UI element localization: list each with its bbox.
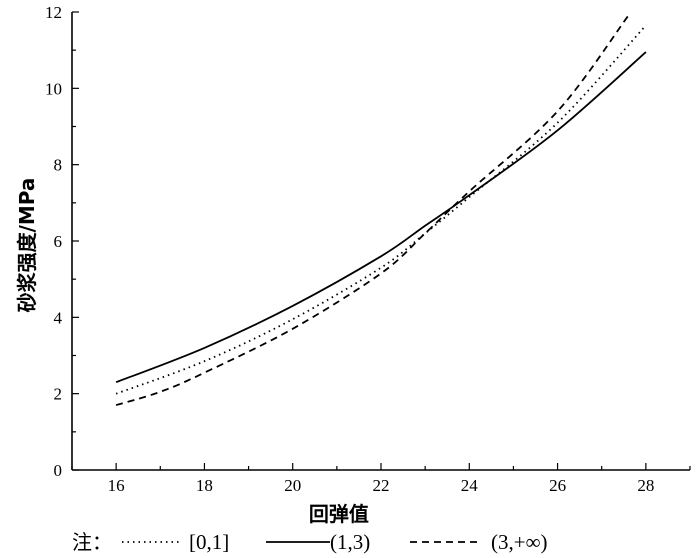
x-tick-label: 18 <box>196 476 213 495</box>
y-tick-label: 8 <box>54 156 63 175</box>
x-tick-label: 28 <box>637 476 654 495</box>
series-line-solid <box>115 51 647 384</box>
legend-note: 注： <box>72 530 112 554</box>
x-axis-title: 回弹值 <box>309 502 369 526</box>
legend: 注： [0,1] (1,3) (3,+∞) <box>72 530 548 554</box>
y-axis-title: 砂浆强度/MPa <box>15 178 39 313</box>
legend-label: (3,+∞) <box>491 530 548 554</box>
axes <box>71 12 690 471</box>
legend-label: (1,3) <box>330 530 370 554</box>
y-tick-label: 12 <box>45 3 62 22</box>
x-tick-label: 20 <box>284 476 301 495</box>
x-tick-label: 24 <box>461 476 479 495</box>
y-tick-label: 4 <box>54 308 63 327</box>
series-line-dotted <box>115 24 647 395</box>
y-tick-label: 0 <box>54 461 63 480</box>
x-tick-label: 16 <box>108 476 125 495</box>
series-line-dashed <box>115 15 629 406</box>
y-tick-label: 6 <box>54 232 63 251</box>
x-tick-label: 22 <box>373 476 390 495</box>
x-tick-label: 26 <box>549 476 566 495</box>
series-lines <box>115 15 647 406</box>
y-tick-label: 10 <box>45 79 62 98</box>
legend-label: [0,1] <box>189 530 229 554</box>
y-tick-label: 2 <box>54 385 63 404</box>
